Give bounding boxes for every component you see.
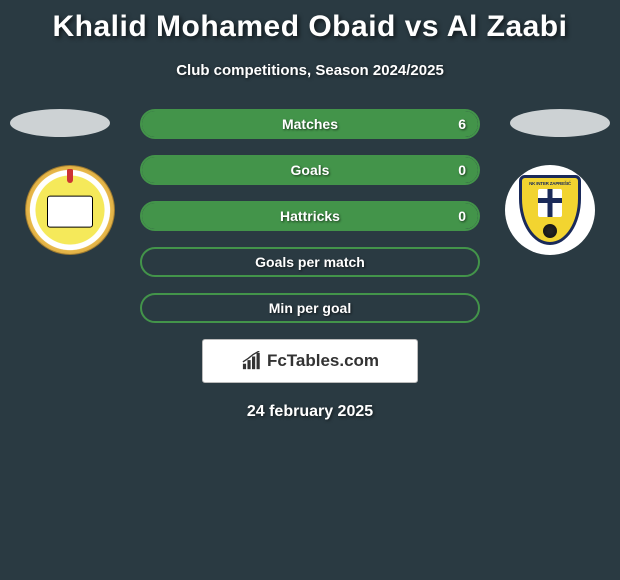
stat-label: Matches xyxy=(282,116,338,132)
stat-row: Hattricks 0 xyxy=(140,201,480,231)
stats-list: Matches 6 Goals 0 Hattricks 0 Goals per match M… xyxy=(140,109,480,323)
stat-row: Min per goal xyxy=(140,293,480,323)
brand-attribution[interactable]: FcTables.com xyxy=(202,339,418,383)
date-label: 24 february 2025 xyxy=(0,403,620,421)
ball-icon xyxy=(543,224,557,238)
cross-icon xyxy=(538,189,562,217)
stat-label: Goals per match xyxy=(255,254,365,270)
brand-label: FcTables.com xyxy=(267,351,379,371)
stat-label: Hattricks xyxy=(280,208,340,224)
comparison-content: NK INTER ZAPREŠIĆ Matches6Goals0Hattrick… xyxy=(0,109,620,421)
stat-row: Matches 6 xyxy=(140,109,480,139)
stat-row: Goals 0 xyxy=(140,155,480,185)
player-left-avatar-placeholder xyxy=(10,109,110,137)
stat-value-right: 0 xyxy=(458,208,466,224)
shield-text: NK INTER ZAPREŠIĆ xyxy=(529,181,571,186)
club-badge-right: NK INTER ZAPREŠIĆ xyxy=(505,165,595,255)
stat-row: Goals per match xyxy=(140,247,480,277)
shield-icon: NK INTER ZAPREŠIĆ xyxy=(519,175,581,245)
page-title: Khalid Mohamed Obaid vs Al Zaabi xyxy=(0,0,620,44)
club-badge-left xyxy=(25,165,115,255)
stat-value-right: 0 xyxy=(458,162,466,178)
stat-label: Goals xyxy=(291,162,330,178)
subtitle: Club competitions, Season 2024/2025 xyxy=(0,62,620,79)
stat-value-right: 6 xyxy=(458,116,466,132)
stat-label: Min per goal xyxy=(269,300,351,316)
player-right-avatar-placeholder xyxy=(510,109,610,137)
bar-chart-icon xyxy=(241,351,263,371)
